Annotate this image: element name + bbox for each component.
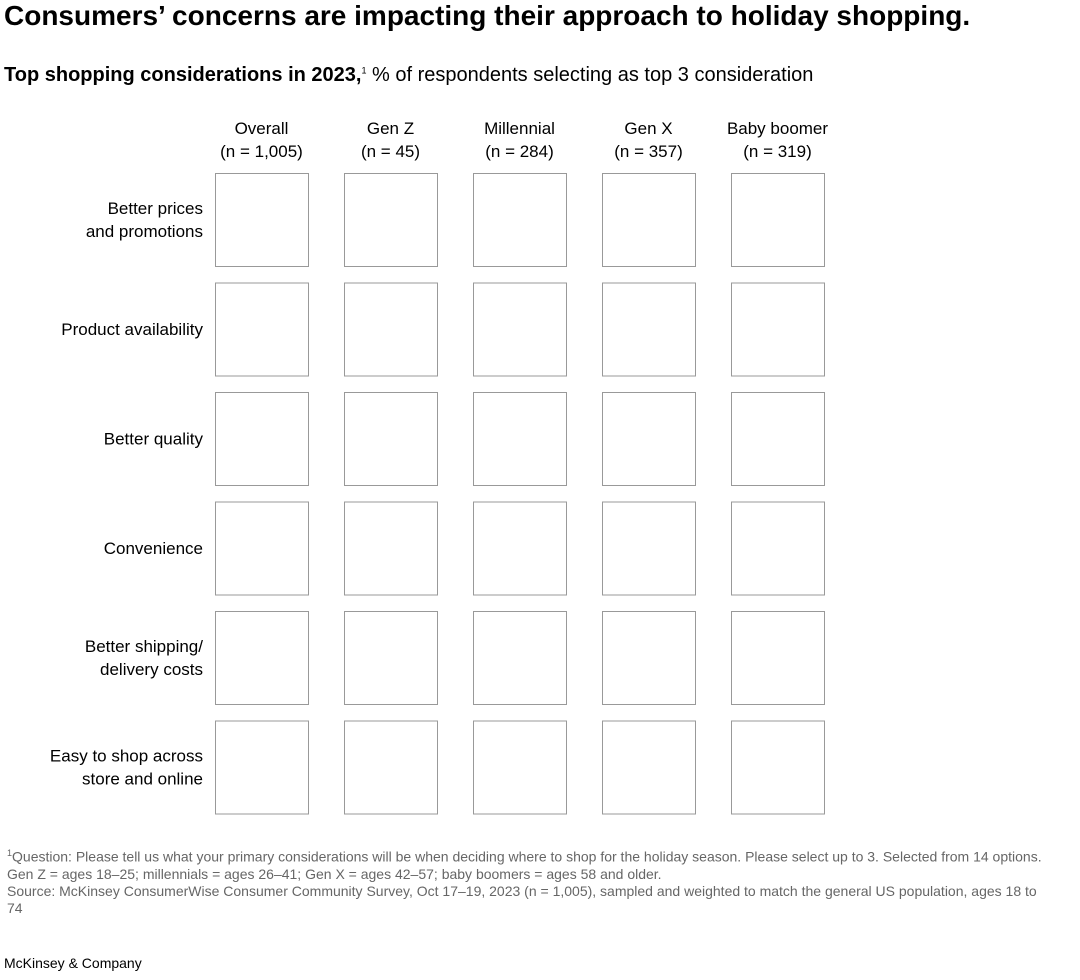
grid: Overall (n = 1,005) Gen Z (n = 45) Millennia…	[50, 119, 828, 815]
column-sample: (n = 284)	[485, 142, 554, 161]
column-header: Overall	[235, 119, 289, 138]
footnotes: 1Question: Please tell us what your prim…	[4, 845, 1054, 917]
column-header: Gen Z	[367, 119, 414, 138]
row-label: and promotions	[86, 222, 203, 241]
column-header: Millennial	[484, 119, 555, 138]
cell-box	[602, 173, 696, 267]
row-label: Easy to shop across	[50, 747, 203, 766]
cell-box	[215, 282, 309, 377]
footnote-mark: 1	[361, 65, 367, 76]
column-sample: (n = 319)	[743, 142, 812, 161]
row-label: Product availability	[61, 320, 203, 339]
footnote-mark: 1	[7, 848, 13, 858]
subtitle-bold: Top shopping considerations in 2023,	[4, 64, 362, 86]
cell-box	[473, 392, 567, 486]
cell-box	[731, 720, 825, 815]
subtitle: Top shopping considerations in 2023,1 % …	[4, 64, 813, 87]
cell-box	[473, 173, 567, 267]
cell-box	[731, 392, 825, 486]
cell-box	[473, 611, 567, 705]
title: Consumers’ concerns are impacting their …	[4, 0, 971, 31]
brand: McKinsey & Company	[4, 955, 142, 971]
footnote-text: Question: Please tell us what your prima…	[7, 848, 1042, 882]
column-sample: (n = 357)	[614, 142, 683, 161]
cell-box	[602, 282, 696, 377]
cell-box	[473, 501, 567, 596]
cell-box	[731, 611, 825, 705]
cell-box	[602, 392, 696, 486]
footnote: 1Question: Please tell us what your prim…	[4, 845, 1054, 883]
column-sample: (n = 1,005)	[220, 142, 303, 161]
cell-box	[731, 282, 825, 377]
source: Source: McKinsey ConsumerWise Consumer C…	[7, 882, 1037, 916]
cell-box	[344, 611, 438, 705]
cell-box	[731, 173, 825, 267]
row-label: delivery costs	[100, 660, 203, 679]
cell-box	[215, 173, 309, 267]
cell-box	[215, 720, 309, 815]
cell-box	[344, 173, 438, 267]
cell-box	[344, 392, 438, 486]
row-label: Convenience	[104, 539, 203, 558]
cell-box	[344, 282, 438, 377]
row-label: Better shipping/	[85, 637, 203, 656]
column-header: Baby boomer	[727, 119, 828, 138]
cell-box	[602, 611, 696, 705]
column-header: Gen X	[624, 119, 672, 138]
row-label: Better prices	[108, 199, 203, 218]
cell-box	[344, 501, 438, 596]
cell-box	[731, 501, 825, 596]
cell-box	[473, 720, 567, 815]
cell-box	[215, 611, 309, 705]
column-sample: (n = 45)	[361, 142, 420, 161]
row-label: Better quality	[104, 430, 204, 449]
subtitle-text: % of respondents selecting as top 3 cons…	[372, 64, 814, 86]
cell-box	[215, 501, 309, 596]
cell-box	[215, 392, 309, 486]
cell-box	[344, 720, 438, 815]
cell-box	[602, 501, 696, 596]
cell-box	[473, 282, 567, 377]
cell-box	[602, 720, 696, 815]
row-label: store and online	[82, 770, 203, 789]
